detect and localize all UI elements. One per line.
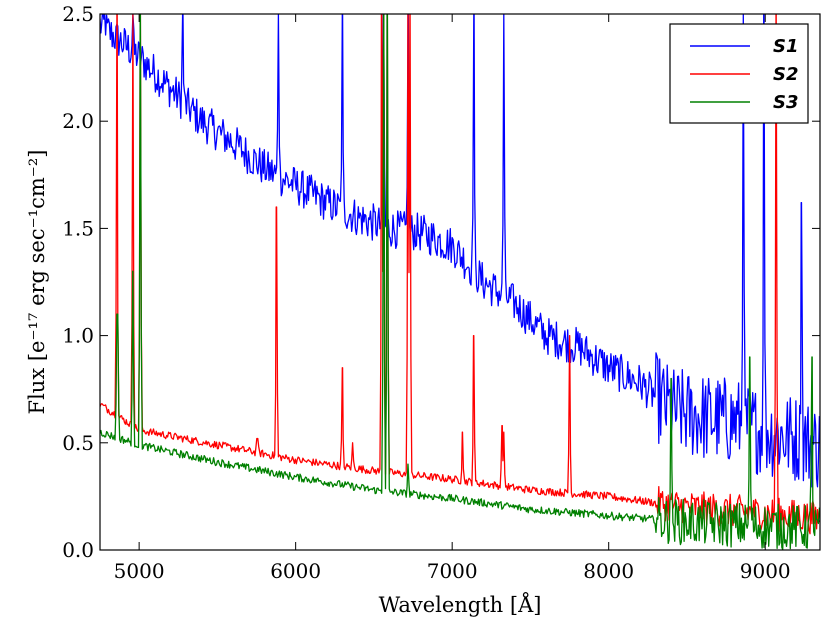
series-line-s3 bbox=[100, 14, 820, 550]
legend-label-s2: S2 bbox=[773, 64, 799, 85]
series-line-s1 bbox=[100, 14, 820, 488]
series-layer bbox=[100, 14, 820, 550]
series-line-s2 bbox=[100, 14, 820, 535]
y-tick-label: 2.0 bbox=[62, 109, 94, 133]
x-tick-labels: 5000 6000 7000 8000 9000 bbox=[114, 559, 791, 583]
y-tick-label: 1.5 bbox=[62, 216, 94, 240]
x-tick-label: 8000 bbox=[583, 559, 634, 583]
y-tick-label: 0.5 bbox=[62, 431, 94, 455]
y-tick-label: 1.0 bbox=[62, 324, 94, 348]
y-axis-label: Flux [e⁻¹⁷ erg sec⁻¹cm⁻²] bbox=[25, 150, 49, 415]
ticks-layer bbox=[100, 13, 820, 551]
legend: S1 S2 S3 bbox=[669, 23, 809, 124]
legend-label-s3: S3 bbox=[773, 92, 799, 113]
legend-label-s1: S1 bbox=[773, 36, 799, 57]
x-tick-label: 6000 bbox=[270, 559, 321, 583]
x-axis-label: Wavelength [Å] bbox=[379, 592, 542, 617]
x-tick-label: 9000 bbox=[740, 559, 791, 583]
plot-frame bbox=[99, 13, 821, 551]
y-tick-label: 2.5 bbox=[62, 2, 94, 26]
x-tick-label: 5000 bbox=[114, 559, 165, 583]
y-tick-labels: 0.0 0.5 1.0 1.5 2.0 2.5 bbox=[62, 2, 94, 562]
y-tick-label: 0.0 bbox=[62, 538, 94, 562]
x-tick-label: 7000 bbox=[427, 559, 478, 583]
